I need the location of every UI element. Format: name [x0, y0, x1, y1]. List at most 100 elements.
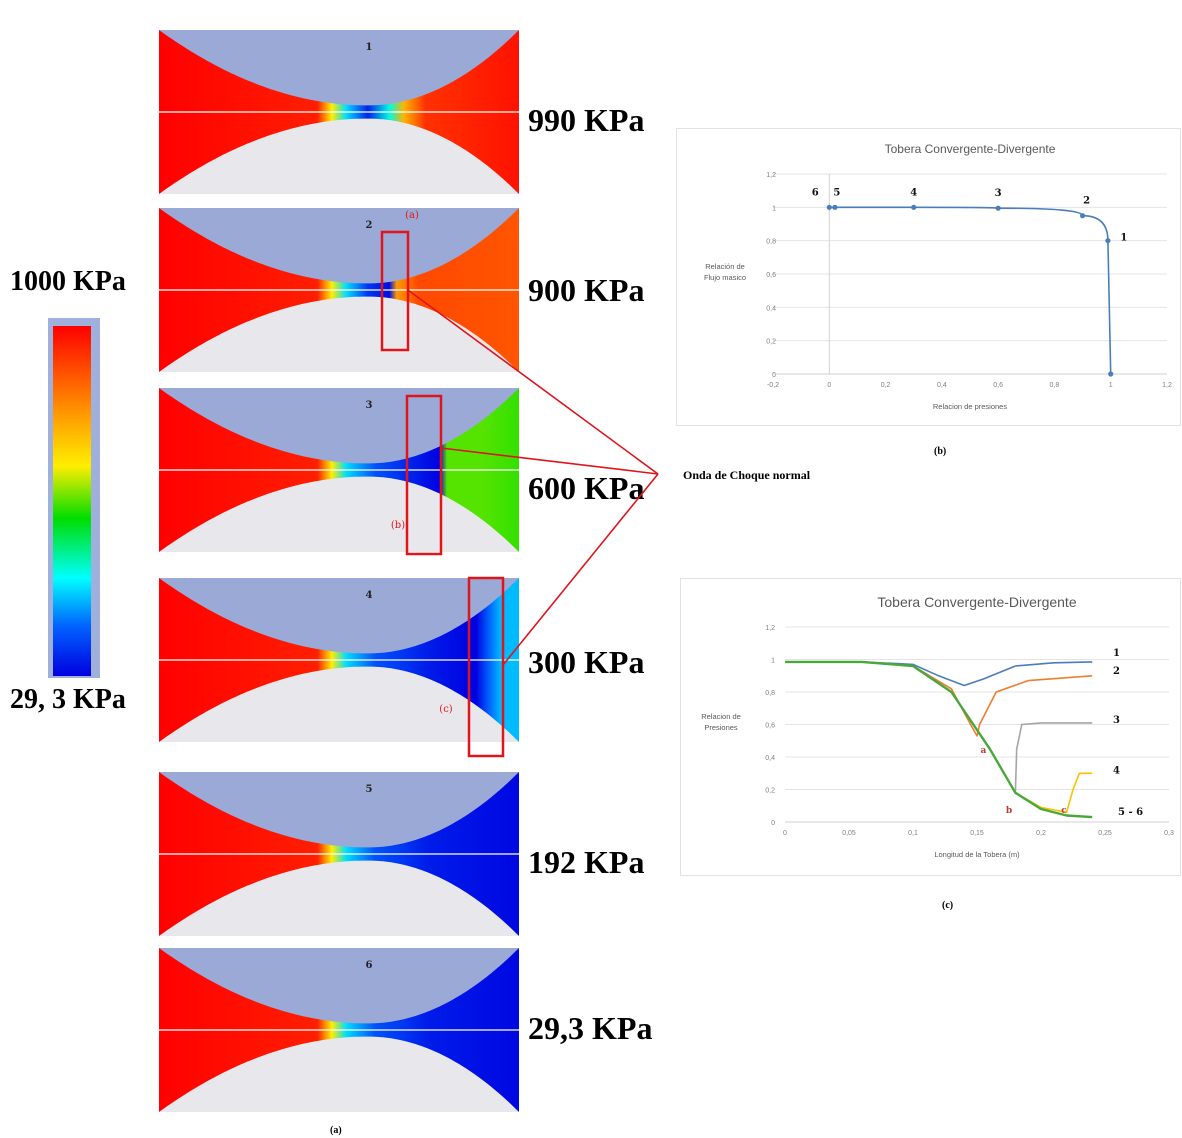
- y-tick-label: 0,4: [765, 755, 775, 762]
- upper-wall: [159, 208, 519, 284]
- x-tick-label: 0,2: [881, 382, 891, 389]
- pressure-label-2: 900 KPa: [528, 272, 645, 308]
- data-point: [826, 204, 832, 210]
- curve-point-label: b: [1006, 806, 1012, 816]
- upper-wall: [159, 30, 519, 106]
- y-axis-label: Relación de: [705, 262, 745, 271]
- scale-max-label: 1000 KPa: [10, 266, 126, 297]
- scale-min-label: 29, 3 KPa: [10, 684, 126, 715]
- curve-point-label: c: [1061, 806, 1067, 816]
- shock-wave-annotation: Onda de Choque normal: [683, 468, 811, 482]
- nozzle-panel-3: 3: [159, 388, 519, 552]
- x-tick-label: 1,2: [1162, 382, 1172, 389]
- data-point: [911, 204, 917, 210]
- chart-title: Tobera Convergente-Divergente: [877, 594, 1076, 610]
- nozzle-panel-1: 1: [159, 30, 519, 194]
- upper-wall: [159, 772, 519, 848]
- nozzle-number: 4: [366, 590, 373, 601]
- colorbar-gradient: [53, 326, 91, 676]
- x-axis-label: Relacion de presiones: [933, 402, 1007, 411]
- nozzle-panel-2: 2: [159, 208, 519, 372]
- data-point: [1079, 213, 1086, 219]
- lower-wall: [159, 860, 519, 936]
- chart-title: Tobera Convergente-Divergente: [885, 142, 1056, 156]
- y-tick-label: 1: [772, 205, 776, 212]
- lower-wall: [159, 118, 519, 194]
- x-axis-label: Longitud de la Tobera (m): [934, 850, 1020, 859]
- point-label: 6: [812, 187, 819, 198]
- upper-wall: [159, 948, 519, 1024]
- nozzle-panel-4: 4: [159, 578, 519, 742]
- pressure-label-6: 29,3 KPa: [528, 1010, 653, 1046]
- caption-a: (a): [330, 1125, 342, 1136]
- point-label: 1: [1120, 233, 1127, 244]
- nozzle-svg-4: 4: [159, 578, 519, 742]
- point-label: 4: [910, 187, 917, 198]
- series-label: 4: [1113, 765, 1120, 776]
- pressure-label-5: 192 KPa: [528, 844, 645, 880]
- x-tick-label: 1: [1109, 382, 1113, 389]
- pressure-label-1: 990 KPa: [528, 102, 645, 138]
- x-tick-label: 0,8: [1050, 382, 1060, 389]
- x-tick-label: 0,4: [937, 382, 947, 389]
- series-label: 1: [1113, 648, 1120, 659]
- x-tick-label: 0,6: [993, 382, 1003, 389]
- x-tick-label: 0,3: [1164, 830, 1174, 837]
- nozzle-number: 5: [366, 784, 373, 795]
- nozzle-panel-5: 5: [159, 772, 519, 936]
- y-tick-label: 1,2: [766, 172, 776, 179]
- y-tick-label: 0: [772, 372, 776, 379]
- nozzle-number: 3: [366, 400, 373, 411]
- chart-c-svg: Tobera Convergente-Divergente 0 0,2 0,4 0,6 0…: [701, 594, 1174, 859]
- y-axis-label: Flujo masico: [704, 273, 746, 282]
- y-tick-label: 0,6: [765, 723, 775, 730]
- x-tick-label: 0,1: [908, 830, 918, 837]
- chart-b-svg: Tobera Convergente-Divergente 0 0,2 0,4 0,6 0…: [704, 142, 1172, 411]
- y-tick-label: 1: [771, 658, 775, 665]
- x-tick-label: 0: [783, 830, 787, 837]
- y-tick-label: 0: [771, 820, 775, 827]
- series-label: 2: [1113, 666, 1120, 677]
- caption-b: (b): [934, 446, 947, 457]
- point-label: 3: [995, 188, 1002, 199]
- y-axis-label: Presiones: [704, 723, 738, 732]
- colorbar: [48, 318, 100, 678]
- nozzle-number: 6: [366, 960, 373, 971]
- data-point: [832, 204, 838, 210]
- x-tick-label: 0,05: [842, 830, 856, 837]
- data-point: [1108, 371, 1114, 377]
- y-tick-label: 0,4: [766, 305, 776, 312]
- y-tick-label: 0,2: [765, 788, 775, 795]
- series-label: 3: [1113, 715, 1120, 726]
- nozzle-number: 1: [366, 42, 373, 53]
- nozzle-svg-1: 1: [159, 30, 519, 194]
- y-tick-label: 1,2: [765, 625, 775, 632]
- y-tick-label: 0,8: [766, 239, 776, 246]
- nozzle-svg-3: 3: [159, 388, 519, 552]
- y-tick-label: 0,2: [766, 339, 776, 346]
- nozzle-svg-5: 5: [159, 772, 519, 936]
- data-point: [1105, 238, 1111, 244]
- chart-c: Tobera Convergente-Divergente 0 0,2 0,4 0,6 0…: [680, 578, 1181, 876]
- point-label: 5: [833, 187, 840, 198]
- x-tick-label: -0,2: [767, 382, 779, 389]
- lower-wall: [159, 666, 519, 742]
- pressure-label-4: 300 KPa: [528, 644, 645, 680]
- upper-wall: [159, 578, 519, 654]
- x-tick-label: 0,15: [970, 830, 984, 837]
- y-tick-label: 0,6: [766, 272, 776, 279]
- caption-c: (c): [942, 900, 954, 911]
- nozzle-svg-2: 2: [159, 208, 519, 372]
- curve-point-label: a: [980, 746, 986, 756]
- nozzle-panel-6: 6: [159, 948, 519, 1112]
- chart-b: Tobera Convergente-Divergente 0 0,2 0,4 0,6 0…: [676, 128, 1181, 426]
- x-tick-label: 0,2: [1036, 830, 1046, 837]
- pressure-label-3: 600 KPa: [528, 470, 645, 506]
- lower-wall: [159, 1036, 519, 1112]
- series-label: 5 - 6: [1118, 807, 1143, 818]
- x-tick-label: 0: [827, 382, 831, 389]
- x-tick-label: 0,25: [1098, 830, 1112, 837]
- nozzle-svg-6: 6: [159, 948, 519, 1112]
- series-line-5-6: [785, 660, 1093, 819]
- nozzle-number: 2: [366, 220, 373, 231]
